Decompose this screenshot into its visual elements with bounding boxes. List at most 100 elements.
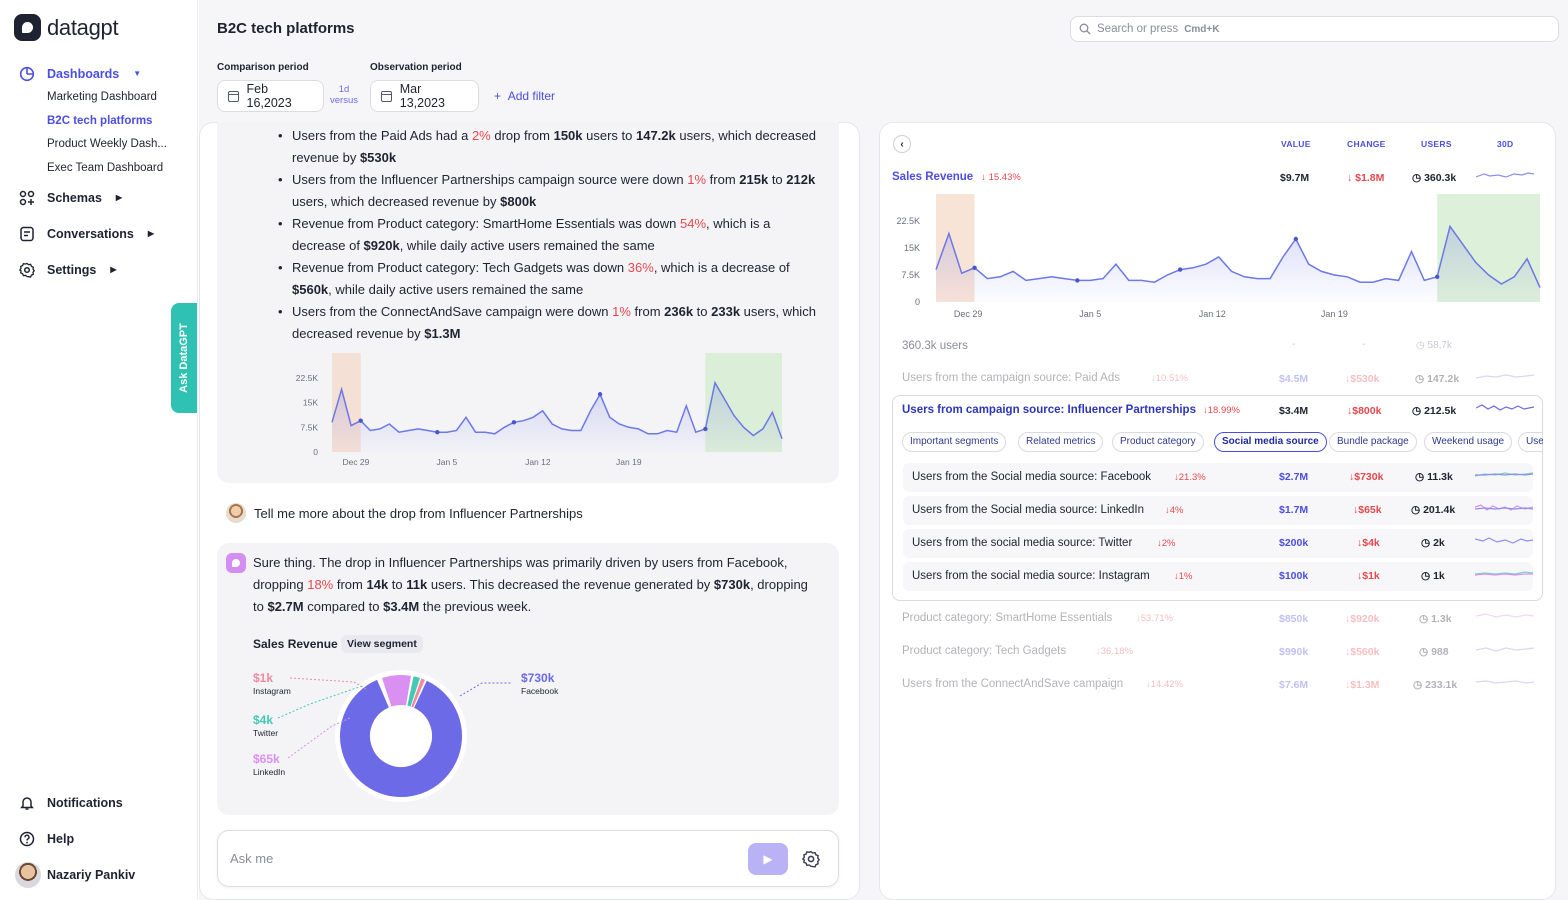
search-placeholder: Search or press (1097, 23, 1179, 35)
segment-header[interactable]: Users from campaign source: Influencer P… (902, 404, 1240, 416)
metric-users: ◷ 360.3k (1412, 172, 1457, 184)
row-value: $100k (1279, 570, 1309, 582)
row-pct: ↓2% (1157, 538, 1176, 549)
sparkline (1475, 472, 1533, 477)
col-value: VALUE (1281, 139, 1311, 149)
search-input[interactable]: Search or press Cmd+K (1070, 16, 1559, 42)
data-point (972, 265, 977, 270)
caret-right-icon: ▶ (147, 229, 154, 238)
metric-row-sales-revenue[interactable]: Sales Revenue ↓ 15.43% (892, 171, 1021, 183)
row-change-value: $530k (1350, 373, 1380, 385)
y-tick-label: 15K (303, 398, 318, 408)
row-users: ◷ 1.3k (1419, 613, 1452, 625)
table-row[interactable]: Users from the social media source: Twit… (903, 529, 1533, 558)
row-change: ↓$530k (1345, 373, 1380, 385)
nav-conversations[interactable]: Conversations ▶ (18, 225, 154, 242)
facebook-name: Facebook (521, 686, 559, 696)
facebook-value: $730k (521, 671, 555, 685)
x-tick-label: Jan 12 (1199, 309, 1226, 319)
row-users: ◷ 1k (1421, 570, 1445, 582)
chip-related-metrics[interactable]: Related metrics (1018, 432, 1104, 452)
app-logo[interactable]: datagpt (14, 14, 119, 41)
observation-period-label: Observation period (370, 62, 462, 73)
nav-notifications[interactable]: Notifications (18, 794, 123, 811)
row-users-value: 1.3k (1431, 613, 1452, 625)
comparison-date-picker[interactable]: Feb 16,2023 (217, 80, 324, 112)
linkedin-value: $65k (253, 752, 280, 766)
row-name: Users from the social media source: Inst… (912, 570, 1150, 582)
sparkline (1476, 172, 1534, 178)
sidebar-item-product-weekly[interactable]: Product Weekly Dash... (47, 138, 167, 150)
data-point (358, 418, 363, 423)
nav-help[interactable]: Help (18, 830, 74, 847)
metric-value: $9.7M (1280, 172, 1310, 184)
send-icon: ▶ (763, 852, 773, 866)
ask-datagpt-tab[interactable]: Ask DataGPT (171, 303, 197, 413)
nav-schemas-label: Schemas (47, 190, 102, 205)
row-change-value: $1.3M (1350, 679, 1380, 691)
row-name: Users from the ConnectAndSave campaign (902, 678, 1124, 690)
chip-important-segments[interactable]: Important segments (902, 432, 1007, 452)
row-value: $850k (1279, 613, 1309, 625)
caret-right-icon: ▶ (115, 193, 123, 202)
ask-input[interactable]: Ask me (230, 851, 274, 866)
avatar[interactable] (15, 862, 41, 888)
x-tick-label: Jan 5 (436, 457, 457, 467)
user-name[interactable]: Nazariy Pankiv (47, 868, 136, 882)
chip-bundle-package[interactable]: Bundle package (1329, 432, 1417, 452)
segment-change: ↓$800k (1347, 405, 1382, 417)
nav-settings[interactable]: Settings ▶ (18, 261, 116, 278)
sidebar-item-b2c[interactable]: B2C tech platforms (47, 115, 153, 127)
row-change-value: $560k (1350, 646, 1380, 658)
chat-revenue-chart: 22.5K 15K 7.5K 0 Dec 29 Jan 5 Jan 12 Jan 19 (296, 353, 783, 467)
table-row[interactable]: Product category: Tech Gadgets ↓36.18% $… (902, 645, 1542, 661)
page-title: B2C tech platforms (217, 20, 355, 37)
chat-settings-button[interactable] (801, 850, 821, 868)
view-segment-button[interactable]: View segment (341, 635, 423, 653)
chip-weekend-usage[interactable]: Weekend usage (1424, 432, 1513, 452)
row-change: ↓$560k (1345, 646, 1380, 658)
add-filter-button[interactable]: + Add filter (494, 89, 555, 103)
versus-text: versus (330, 95, 358, 106)
row-change: ↓$4k (1357, 537, 1380, 549)
table-row[interactable]: Product category: SmartHome Essentials ↓… (902, 612, 1542, 628)
caret-right-icon: ▶ (110, 265, 117, 274)
back-button[interactable]: ‹ (893, 135, 911, 153)
send-button[interactable]: ▶ (748, 843, 788, 875)
list-item: Users from the Paid Ads had a 2% drop fr… (278, 125, 818, 169)
metric-change: ↓ $1.8M (1347, 172, 1385, 184)
row-name: Users from the Social media source: Link… (912, 504, 1145, 516)
sidebar-item-exec-team[interactable]: Exec Team Dashboard (47, 162, 164, 174)
table-row[interactable]: Users from the Social media source: Face… (903, 463, 1533, 492)
observation-date-picker[interactable]: Mar 13,2023 (370, 80, 479, 112)
table-row[interactable]: Users from the campaign source: Paid Ads… (902, 372, 1542, 388)
nav-schemas[interactable]: Schemas ▶ (18, 189, 122, 206)
chip-social-media-source[interactable]: Social media source (1214, 432, 1327, 452)
series-line (935, 224, 1541, 288)
table-row[interactable]: Users from the Social media source: Link… (903, 496, 1533, 525)
y-tick-label: 7.5K (901, 270, 920, 280)
row-pct-value: 21.3% (1178, 472, 1206, 483)
nav-help-label: Help (47, 831, 75, 846)
donut-label-linkedin: $65k LinkedIn (253, 753, 285, 779)
col-change: CHANGE (1347, 139, 1386, 149)
table-row[interactable]: Users from the social media source: Inst… (903, 562, 1533, 591)
comparison-period-label: Comparison period (217, 62, 309, 73)
data-point (1075, 278, 1080, 283)
table-row[interactable]: Users from the ConnectAndSave campaign ↓… (902, 678, 1542, 694)
sparkline (1476, 404, 1534, 411)
x-tick-label: Jan 19 (616, 457, 642, 467)
chip-use[interactable]: Use (1518, 432, 1543, 452)
sidebar-item-marketing[interactable]: Marketing Dashboard (47, 91, 157, 103)
add-filter-label: Add filter (507, 89, 556, 103)
versus-days: 1d (338, 84, 350, 95)
chip-product-category[interactable]: Product category (1112, 432, 1204, 452)
ask-input-box[interactable] (217, 830, 839, 887)
row-name: Users from the campaign source: Paid Ads (902, 372, 1120, 384)
nav-dashboards[interactable]: Dashboards ▼ (18, 65, 141, 82)
row-pct: ↓14.42% (1146, 679, 1183, 690)
nav-notifications-label: Notifications (47, 795, 123, 810)
chip-overflow: Use (1518, 432, 1543, 452)
row-pct-value: 4% (1169, 505, 1184, 516)
nav-conversations-label: Conversations (47, 226, 134, 241)
